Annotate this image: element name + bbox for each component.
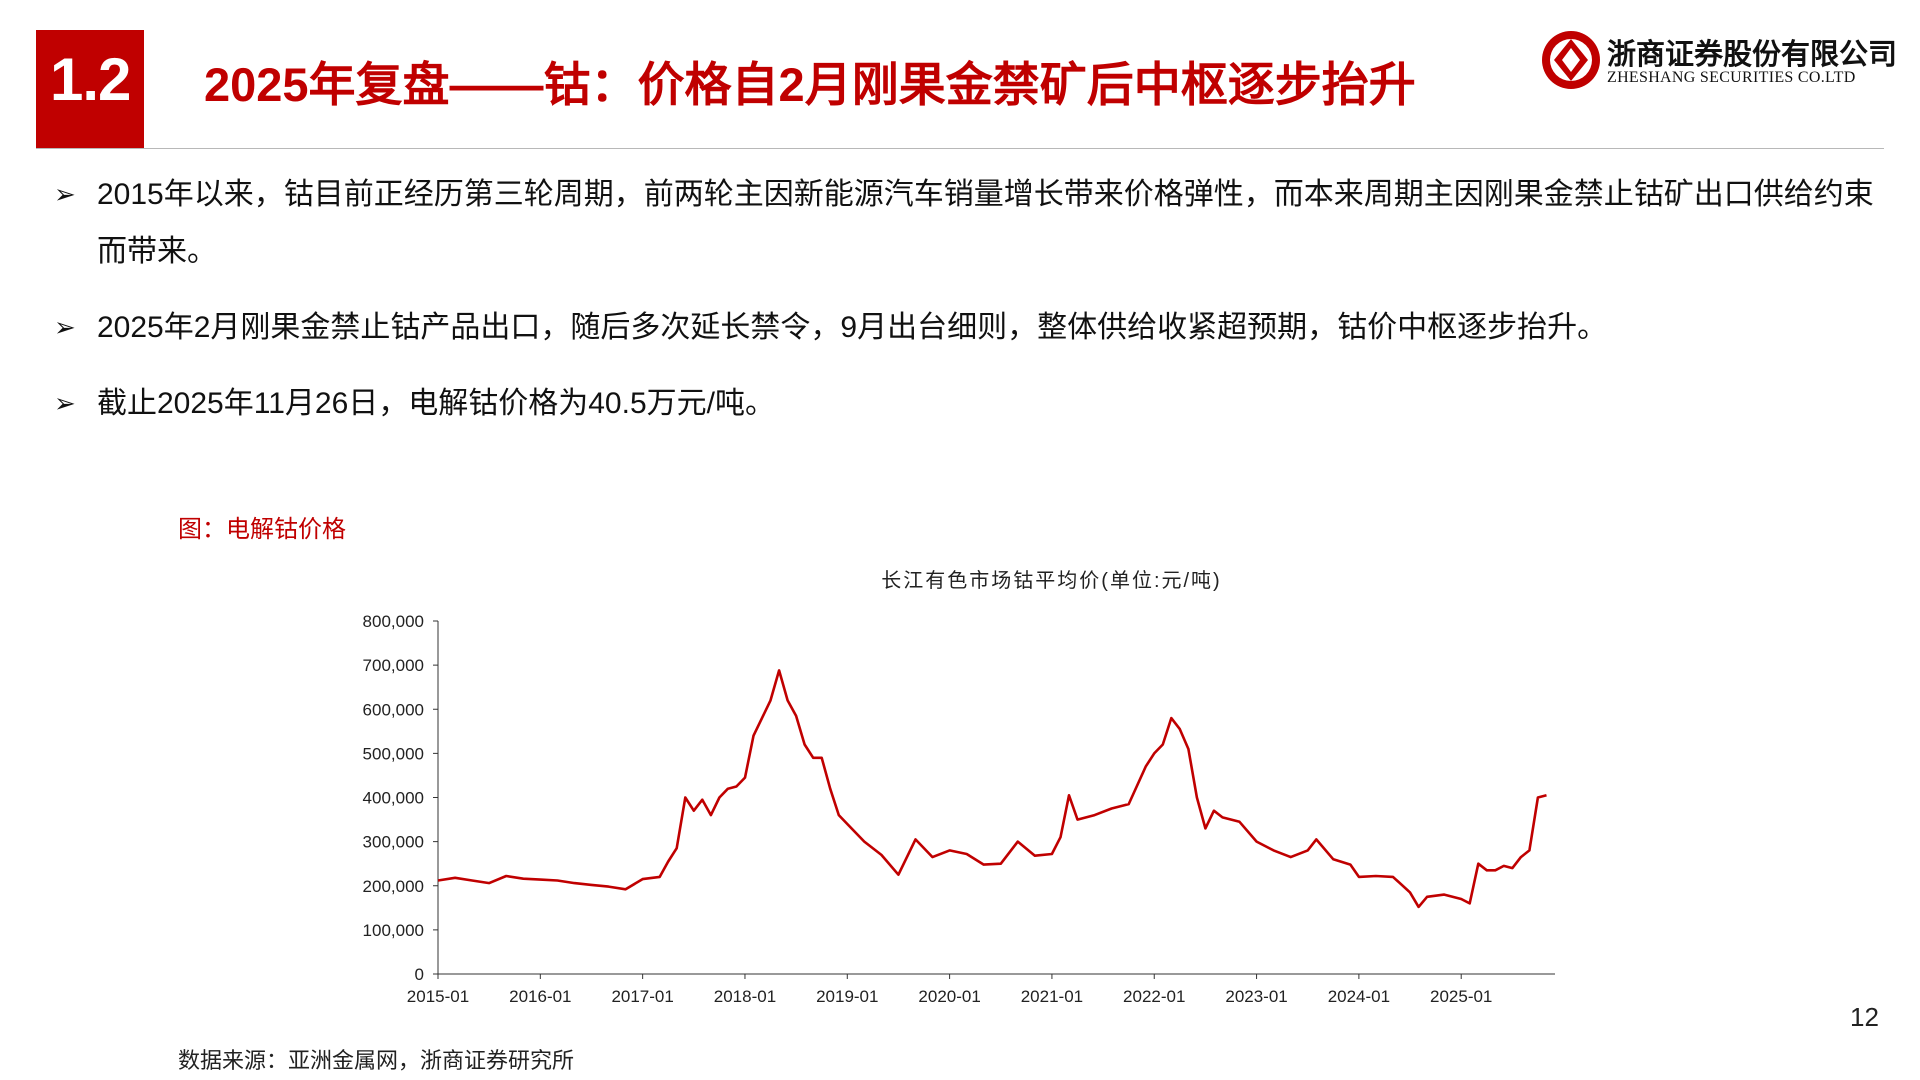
bullet-list: ➢ 2015年以来，钴目前正经历第三轮周期，前两轮主因新能源汽车销量增长带来价格… <box>52 166 1882 451</box>
section-number: 1.2 <box>50 46 131 113</box>
company-logo: 浙商证券股份有限公司 ZHESHANG SECURITIES CO.LTD <box>1541 28 1897 94</box>
figure-caption: 图：电解钴价格 <box>178 516 346 543</box>
bullet-text: 2025年2月刚果金禁止钴产品出口，随后多次延长禁令，9月出台细则，整体供给收紧… <box>97 311 1608 344</box>
x-tick-label: 2019-01 <box>816 987 878 1006</box>
x-tick-label: 2022-01 <box>1123 987 1185 1006</box>
x-tick-label: 2015-01 <box>407 987 469 1006</box>
page-title: 2025年复盘——钴：价格自2月刚果金禁矿后中枢逐步抬升 <box>204 58 1416 111</box>
y-tick-label: 300,000 <box>363 833 424 852</box>
series-line <box>437 669 1547 909</box>
chart-title: 长江有色市场钴平均价(单位:元/吨) <box>881 569 1221 592</box>
x-tick-label: 2020-01 <box>918 987 980 1006</box>
bullet-item: ➢ 2015年以来，钴目前正经历第三轮周期，前两轮主因新能源汽车销量增长带来价格… <box>52 166 1882 280</box>
arrowhead-bullet-icon: ➢ <box>54 179 76 209</box>
data-source: 数据来源：亚洲金属网，浙商证券研究所 <box>178 1048 575 1073</box>
cobalt-price-chart: 长江有色市场钴平均价(单位:元/吨) 0 100,000 200,000 300,000… <box>363 569 1555 1006</box>
bullet-item: ➢ 2025年2月刚果金禁止钴产品出口，随后多次延长禁令，9月出台细则，整体供给… <box>52 299 1882 356</box>
header-divider <box>36 148 1884 149</box>
arrowhead-bullet-icon: ➢ <box>54 388 76 418</box>
section-badge <box>36 30 144 148</box>
y-tick-label: 500,000 <box>363 744 424 763</box>
y-tick-label: 700,000 <box>363 656 424 675</box>
page-number: 12 <box>1850 1002 1879 1032</box>
y-tick-label: 100,000 <box>363 921 424 940</box>
zheshang-logo-icon <box>1542 31 1600 89</box>
logo-name-en: ZHESHANG SECURITIES CO.LTD <box>1607 69 1856 86</box>
x-tick-label: 2018-01 <box>714 987 776 1006</box>
x-tick-label: 2025-01 <box>1430 987 1492 1006</box>
arrowhead-bullet-icon: ➢ <box>54 312 76 342</box>
x-tick-label: 2023-01 <box>1225 987 1287 1006</box>
y-tick-label: 600,000 <box>363 700 424 719</box>
x-tick-label: 2024-01 <box>1328 987 1390 1006</box>
x-tick-label: 2016-01 <box>509 987 571 1006</box>
bullet-text: 2015年以来，钴目前正经历第三轮周期，前两轮主因新能源汽车销量增长带来价格弹性… <box>97 178 1874 268</box>
bullet-text: 截止2025年11月26日，电解钴价格为40.5万元/吨。 <box>97 387 775 420</box>
y-tick-label: 400,000 <box>363 789 424 808</box>
y-tick-label: 200,000 <box>363 877 424 896</box>
x-tick-label: 2017-01 <box>611 987 673 1006</box>
bullet-item: ➢ 截止2025年11月26日，电解钴价格为40.5万元/吨。 <box>52 375 1882 432</box>
y-tick-label: 800,000 <box>363 612 424 631</box>
x-tick-label: 2021-01 <box>1021 987 1083 1006</box>
y-tick-label: 0 <box>415 965 424 984</box>
logo-name-cn: 浙商证券股份有限公司 <box>1607 37 1898 71</box>
